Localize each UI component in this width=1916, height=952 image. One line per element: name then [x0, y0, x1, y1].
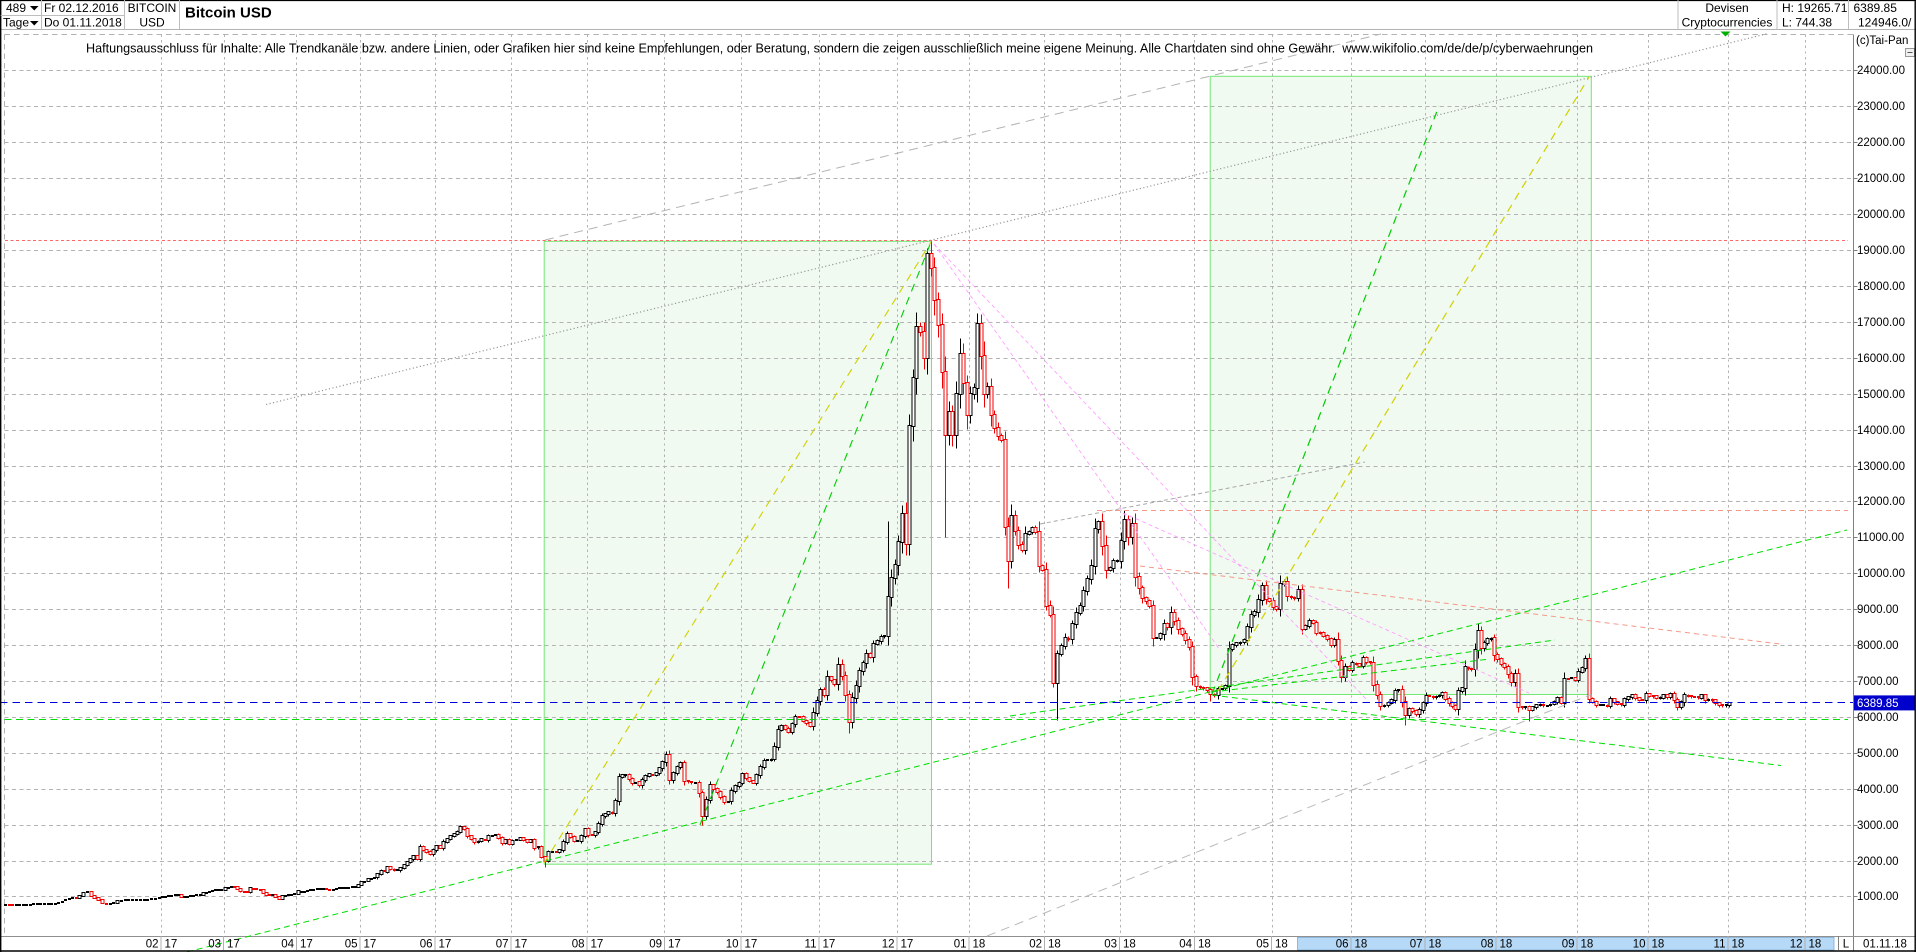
svg-text:21000.00: 21000.00: [1857, 173, 1905, 185]
svg-text:12: 12: [882, 939, 895, 951]
svg-text:05: 05: [1256, 939, 1269, 951]
svg-text:11: 11: [1714, 939, 1726, 951]
svg-text:17: 17: [668, 939, 681, 951]
svg-text:5000.00: 5000.00: [1857, 748, 1899, 760]
svg-text:18: 18: [1732, 939, 1745, 951]
svg-text:18: 18: [1355, 939, 1368, 951]
svg-text:06: 06: [420, 939, 433, 951]
svg-text:H: 19265.71: H: 19265.71: [1782, 1, 1848, 15]
svg-text:Cryptocurrencies: Cryptocurrencies: [1682, 16, 1773, 30]
svg-text:18: 18: [1500, 939, 1513, 951]
svg-text:18: 18: [1581, 939, 1594, 951]
svg-text:03: 03: [1104, 939, 1117, 951]
svg-text:12: 12: [1790, 939, 1803, 951]
svg-text:4000.00: 4000.00: [1857, 784, 1899, 796]
svg-text:18: 18: [1048, 939, 1061, 951]
svg-text:1000.00: 1000.00: [1857, 891, 1899, 903]
svg-text:17: 17: [300, 939, 313, 951]
svg-text:18: 18: [1809, 939, 1822, 951]
svg-text:08: 08: [1481, 939, 1494, 951]
svg-text:07: 07: [1410, 939, 1423, 951]
svg-text:18: 18: [1652, 939, 1665, 951]
svg-text:19000.00: 19000.00: [1857, 245, 1905, 257]
svg-text:6000.00: 6000.00: [1857, 712, 1899, 724]
svg-text:09: 09: [649, 939, 662, 951]
svg-text:17: 17: [227, 939, 240, 951]
svg-text:Do 01.11.2018: Do 01.11.2018: [44, 16, 122, 30]
svg-text:03: 03: [208, 939, 221, 951]
svg-text:04: 04: [281, 939, 294, 951]
svg-text:18: 18: [1429, 939, 1442, 951]
svg-text:9000.00: 9000.00: [1857, 604, 1899, 616]
svg-text:13000.00: 13000.00: [1857, 461, 1905, 473]
svg-text:6389.85: 6389.85: [1857, 698, 1899, 710]
svg-text:08: 08: [572, 939, 585, 951]
svg-text:Haftungsausschluss für Inhalte: Haftungsausschluss für Inhalte: Alle Tre…: [86, 41, 1593, 56]
svg-text:18: 18: [1198, 939, 1211, 951]
svg-text:18: 18: [973, 939, 986, 951]
svg-text:8000.00: 8000.00: [1857, 640, 1899, 652]
svg-text:17: 17: [515, 939, 528, 951]
svg-text:17: 17: [745, 939, 758, 951]
svg-text:11: 11: [805, 939, 817, 951]
svg-text:489: 489: [6, 1, 26, 15]
svg-text:24000.00: 24000.00: [1857, 65, 1905, 77]
svg-text:17: 17: [439, 939, 452, 951]
svg-text:10: 10: [1633, 939, 1646, 951]
svg-text:23000.00: 23000.00: [1857, 101, 1905, 113]
svg-text:18: 18: [1275, 939, 1288, 951]
svg-text:02: 02: [1029, 939, 1042, 951]
svg-text:07: 07: [496, 939, 509, 951]
svg-text:6389.85: 6389.85: [1854, 1, 1898, 15]
svg-text:15000.00: 15000.00: [1857, 389, 1905, 401]
svg-text:17000.00: 17000.00: [1857, 317, 1905, 329]
svg-text:17: 17: [591, 939, 604, 951]
svg-text:01.11.18: 01.11.18: [1863, 939, 1907, 951]
svg-text:10000.00: 10000.00: [1857, 568, 1905, 580]
svg-text:L: L: [1843, 939, 1850, 951]
svg-text:124946.0/: 124946.0/: [1858, 16, 1912, 30]
svg-text:02: 02: [146, 939, 159, 951]
svg-text:L: 744.38: L: 744.38: [1782, 16, 1832, 30]
svg-text:04: 04: [1179, 939, 1192, 951]
svg-text:18000.00: 18000.00: [1857, 281, 1905, 293]
svg-text:7000.00: 7000.00: [1857, 676, 1899, 688]
svg-text:Tage: Tage: [3, 16, 29, 30]
svg-text:14000.00: 14000.00: [1857, 425, 1905, 437]
svg-text:20000.00: 20000.00: [1857, 209, 1905, 221]
svg-text:(c)Tai-Pan: (c)Tai-Pan: [1856, 35, 1908, 47]
svg-text:3000.00: 3000.00: [1857, 820, 1899, 832]
svg-text:18: 18: [1123, 939, 1136, 951]
svg-text:USD: USD: [139, 16, 165, 30]
svg-text:11000.00: 11000.00: [1857, 532, 1904, 544]
svg-text:09: 09: [1562, 939, 1575, 951]
svg-text:10: 10: [726, 939, 739, 951]
svg-text:2000.00: 2000.00: [1857, 856, 1899, 868]
svg-text:17: 17: [823, 939, 836, 951]
svg-text:05: 05: [345, 939, 358, 951]
svg-text:17: 17: [901, 939, 914, 951]
svg-text:01: 01: [954, 939, 967, 951]
svg-text:22000.00: 22000.00: [1857, 137, 1905, 149]
svg-text:Bitcoin USD: Bitcoin USD: [185, 5, 272, 22]
svg-text:Fr 02.12.2016: Fr 02.12.2016: [44, 1, 119, 15]
svg-text:Devisen: Devisen: [1705, 1, 1748, 15]
svg-text:BITCOIN: BITCOIN: [128, 1, 177, 15]
svg-text:06: 06: [1336, 939, 1349, 951]
svg-text:12000.00: 12000.00: [1857, 496, 1905, 508]
svg-text:16000.00: 16000.00: [1857, 353, 1905, 365]
svg-text:17: 17: [165, 939, 178, 951]
svg-text:17: 17: [364, 939, 377, 951]
